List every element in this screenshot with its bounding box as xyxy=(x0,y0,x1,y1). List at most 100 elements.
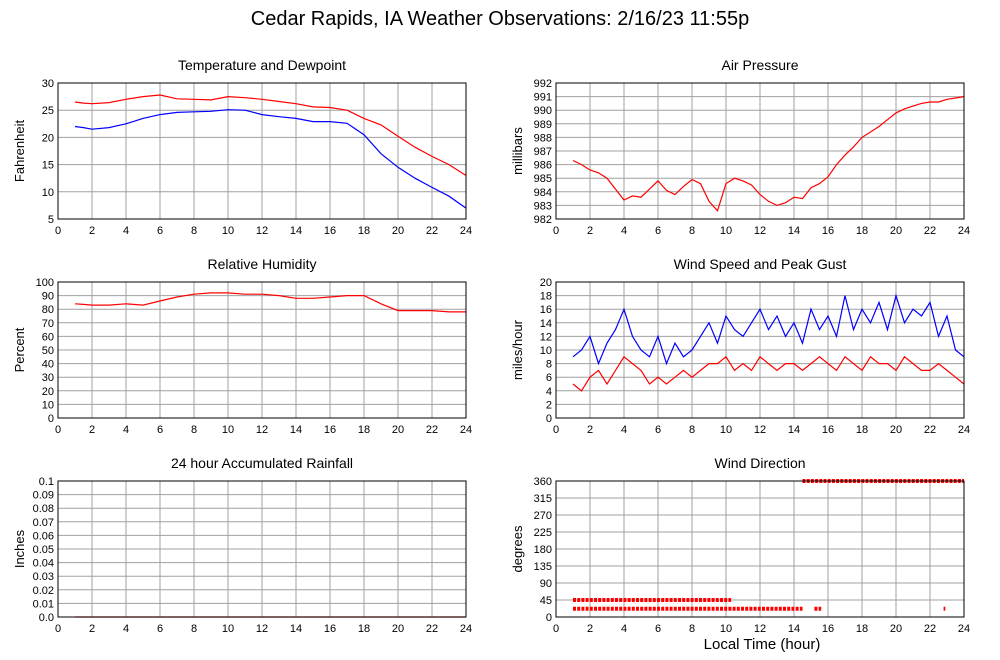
y-axis-title: Percent xyxy=(12,327,27,372)
y-tick-label: 0.08 xyxy=(33,503,54,515)
series-line-blue xyxy=(74,109,467,209)
x-tick-label: 16 xyxy=(324,623,336,635)
y-tick-label: 18 xyxy=(540,291,552,303)
y-tick-label: 0.03 xyxy=(33,571,54,583)
x-tick-label: 6 xyxy=(157,424,163,436)
y-tick-label: 30 xyxy=(42,78,54,90)
x-tick-label: 2 xyxy=(89,623,95,635)
x-tick-label: 6 xyxy=(157,623,163,635)
x-tick-label: 14 xyxy=(788,225,800,237)
x-tick-label: 18 xyxy=(856,225,868,237)
x-tick-label: 14 xyxy=(290,623,302,635)
x-tick-label: 0 xyxy=(553,623,559,635)
x-tick-label: 20 xyxy=(392,225,404,237)
y-tick-label: 80 xyxy=(42,304,54,316)
x-tick-label: 0 xyxy=(55,623,61,635)
y-tick-label: 20 xyxy=(540,277,552,289)
y-tick-label: 16 xyxy=(540,304,552,316)
x-tick-label: 4 xyxy=(123,225,129,237)
y-axis-title: millibars xyxy=(510,127,525,175)
x-tick-label: 8 xyxy=(191,424,197,436)
x-tick-label: 22 xyxy=(426,623,438,635)
x-tick-label: 0 xyxy=(553,225,559,237)
plot-frame xyxy=(555,281,965,419)
x-tick-label: 12 xyxy=(754,225,766,237)
x-tick-label: 16 xyxy=(324,424,336,436)
chart-title: Relative Humidity xyxy=(208,256,317,272)
x-tick-label: 2 xyxy=(89,424,95,436)
x-tick-label: 4 xyxy=(123,424,129,436)
y-tick-label: 0.04 xyxy=(33,558,54,570)
x-tick-label: 6 xyxy=(157,225,163,237)
y-tick-label: 0.01 xyxy=(33,598,54,610)
y-tick-label: 90 xyxy=(540,578,552,590)
x-tick-label: 12 xyxy=(256,225,268,237)
x-tick-label: 22 xyxy=(924,225,936,237)
x-tick-label: 18 xyxy=(358,225,370,237)
x-tick-label: 22 xyxy=(426,424,438,436)
x-tick-label: 22 xyxy=(924,623,936,635)
y-tick-label: 0.06 xyxy=(33,530,54,542)
y-tick-label: 988 xyxy=(534,132,552,144)
y-tick-label: 0.1 xyxy=(39,476,54,488)
x-tick-label: 4 xyxy=(123,623,129,635)
x-tick-label: 0 xyxy=(55,424,61,436)
series-line-blue xyxy=(572,293,965,366)
x-tick-label: 18 xyxy=(856,424,868,436)
y-tick-label: 225 xyxy=(534,527,552,539)
series-line-red xyxy=(74,292,466,313)
y-tick-label: 15 xyxy=(42,160,54,172)
y-axis-title: degrees xyxy=(510,525,525,572)
x-tick-label: 16 xyxy=(822,225,834,237)
y-tick-label: 315 xyxy=(534,493,552,505)
x-tick-label: 14 xyxy=(788,424,800,436)
y-tick-label: 270 xyxy=(534,510,552,522)
y-tick-label: 987 xyxy=(534,146,552,158)
x-tick-label: 24 xyxy=(958,424,970,436)
x-tick-label: 8 xyxy=(689,623,695,635)
y-tick-label: 989 xyxy=(534,119,552,131)
y-tick-label: 0 xyxy=(48,413,54,425)
y-axis-title: miles/hour xyxy=(510,319,525,380)
x-tick-label: 20 xyxy=(890,225,902,237)
y-tick-label: 45 xyxy=(540,595,552,607)
x-tick-label: 20 xyxy=(890,424,902,436)
x-tick-label: 14 xyxy=(788,623,800,635)
x-tick-label: 12 xyxy=(754,424,766,436)
y-axis-title: Inches xyxy=(12,529,27,568)
chart-title: 24 hour Accumulated Rainfall xyxy=(171,455,353,471)
chart-title: Temperature and Dewpoint xyxy=(178,57,346,73)
page-title: Cedar Rapids, IA Weather Observations: 2… xyxy=(250,8,750,30)
y-tick-label: 0.09 xyxy=(33,490,54,502)
x-tick-label: 20 xyxy=(392,623,404,635)
y-tick-label: 983 xyxy=(534,200,552,212)
x-tick-label: 10 xyxy=(720,623,732,635)
y-tick-label: 12 xyxy=(540,331,552,343)
x-tick-label: 24 xyxy=(460,623,472,635)
y-tick-label: 135 xyxy=(534,561,552,573)
y-tick-label: 0.07 xyxy=(33,517,54,529)
x-tick-label: 8 xyxy=(689,225,695,237)
y-tick-label: 25 xyxy=(42,105,54,117)
x-tick-label: 12 xyxy=(256,424,268,436)
y-tick-label: 5 xyxy=(48,214,54,226)
y-tick-label: 10 xyxy=(42,399,54,411)
plot-frame xyxy=(555,480,965,618)
x-tick-label: 24 xyxy=(460,424,472,436)
x-tick-label: 10 xyxy=(720,225,732,237)
x-tick-label: 18 xyxy=(358,424,370,436)
x-tick-label: 0 xyxy=(55,225,61,237)
y-tick-label: 20 xyxy=(42,132,54,144)
x-tick-label: 10 xyxy=(222,623,234,635)
y-tick-label: 0 xyxy=(546,413,552,425)
y-tick-label: 986 xyxy=(534,160,552,172)
x-tick-label: 22 xyxy=(426,225,438,237)
x-tick-label: 0 xyxy=(553,424,559,436)
y-tick-label: 100 xyxy=(36,277,54,289)
y-tick-label: 0 xyxy=(546,612,552,624)
series-line-red xyxy=(572,96,965,212)
x-tick-label: 8 xyxy=(191,623,197,635)
